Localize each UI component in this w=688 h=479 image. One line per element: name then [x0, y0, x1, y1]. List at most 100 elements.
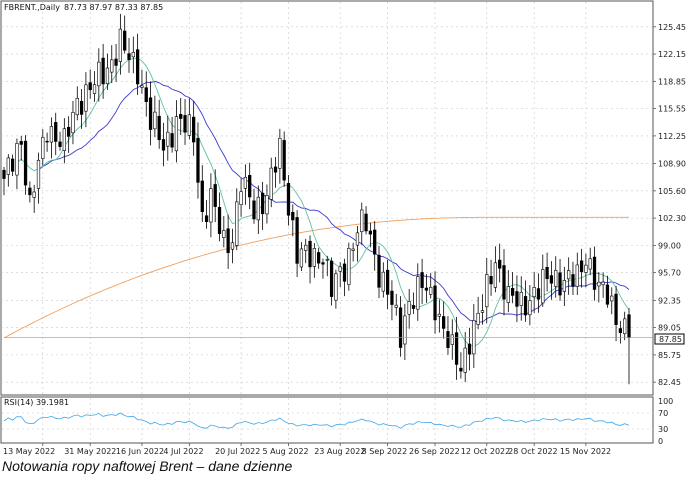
candle-body — [88, 82, 92, 91]
time-tick-label: 23 Aug 2022 — [314, 447, 365, 456]
candle-body — [351, 248, 355, 251]
candle-body — [480, 310, 485, 313]
price-tick-label: 89.05 — [658, 324, 681, 333]
symbol-label: FBRENT.,Daily — [4, 3, 60, 12]
price-tick-label: 118.85 — [658, 77, 686, 86]
candle-body — [54, 122, 58, 142]
candle-body — [416, 276, 420, 310]
candle-body — [541, 269, 545, 304]
candle-body — [166, 131, 170, 147]
candle-body — [170, 133, 174, 148]
candle-body — [148, 97, 153, 130]
ma-slow-path — [3, 216, 629, 339]
candle-body — [472, 320, 476, 355]
candle-body — [498, 259, 502, 269]
candle-body — [485, 274, 489, 308]
last-price-label: 87.85 — [659, 335, 682, 344]
candle-body — [123, 30, 127, 51]
candle-body — [338, 266, 342, 272]
candle-body — [217, 207, 222, 234]
price-tick-label: 108.90 — [658, 160, 686, 169]
candle-body — [390, 290, 394, 305]
grid — [1, 2, 653, 442]
candle-body — [584, 264, 588, 273]
candle-body — [135, 49, 140, 85]
candle-body — [459, 367, 463, 372]
candle-body — [239, 191, 243, 205]
candle-body — [347, 248, 351, 285]
candle-body — [623, 318, 627, 335]
ohlc-readout: 87.73 87.97 87.33 87.85 — [64, 3, 163, 12]
candle-body — [299, 248, 304, 268]
candle-body — [463, 347, 467, 373]
candle-body — [437, 313, 441, 317]
candle-body — [153, 111, 157, 130]
price-tick-label: 95.70 — [658, 269, 681, 278]
candle-body — [269, 167, 273, 200]
candle-body — [101, 57, 105, 85]
candle-body — [49, 126, 54, 143]
candle-body — [420, 272, 424, 288]
price-tick-label: 99.00 — [658, 241, 681, 250]
candle-body — [575, 264, 579, 287]
candle-body — [36, 159, 41, 189]
candle-body — [6, 157, 10, 175]
candle-body — [204, 215, 209, 222]
candle-body — [317, 252, 321, 264]
rsi-tick-label: 100 — [658, 397, 673, 406]
candle-body — [627, 314, 631, 338]
candle-body — [248, 175, 252, 198]
candle-body — [394, 304, 398, 308]
candle-body — [454, 332, 459, 365]
candle-body — [467, 343, 472, 355]
candle-body — [260, 192, 265, 215]
rsi-tick-label: 0 — [658, 437, 663, 446]
candle-body — [209, 188, 213, 223]
price-panel-frame — [0, 0, 654, 396]
candle-body — [528, 300, 532, 316]
candle-body — [433, 285, 437, 321]
candle-body — [614, 293, 618, 325]
candle-body — [342, 263, 347, 282]
candle-body — [84, 84, 88, 112]
price-tick-label: 85.75 — [658, 351, 681, 360]
candle-body — [105, 67, 110, 85]
price-tick-label: 82.45 — [658, 378, 681, 387]
rsi-axis: 100 70 30 0 — [658, 397, 673, 446]
price-tick-label: 92.35 — [658, 296, 681, 305]
candle-body — [127, 53, 131, 60]
candles — [2, 13, 653, 385]
candle-body — [558, 272, 562, 296]
time-tick-label: 8 Sep 2022 — [362, 447, 408, 456]
time-tick-label: 31 May 2022 — [64, 447, 116, 456]
candle-body — [536, 288, 541, 300]
candle-body — [92, 84, 97, 94]
candle-body — [597, 281, 601, 287]
candle-body — [407, 301, 411, 315]
price-tick-label: 122.15 — [658, 50, 686, 59]
candle-body — [489, 276, 493, 285]
candle-body — [45, 140, 49, 143]
candle-body — [200, 180, 204, 212]
candle-body — [252, 200, 256, 220]
candle-body — [325, 259, 329, 261]
candle-body — [523, 296, 528, 316]
candle-body — [385, 269, 390, 295]
candle-body — [601, 281, 605, 286]
candle-body — [295, 217, 299, 264]
candle-body — [15, 143, 19, 176]
candle-body — [67, 126, 71, 137]
rsi-line — [3, 412, 630, 429]
candle-body — [114, 58, 118, 66]
candle-body — [226, 228, 230, 254]
chart-caption: Notowania ropy naftowej Brent – dane dzi… — [2, 458, 293, 474]
candle-body — [579, 260, 584, 273]
candle-body — [97, 61, 101, 87]
candle-body — [278, 137, 282, 169]
candle-body — [403, 315, 407, 345]
candle-body — [519, 291, 523, 306]
candle-body — [161, 139, 166, 151]
time-tick-label: 12 Oct 2022 — [461, 447, 510, 456]
ma-fast-line — [16, 58, 630, 347]
